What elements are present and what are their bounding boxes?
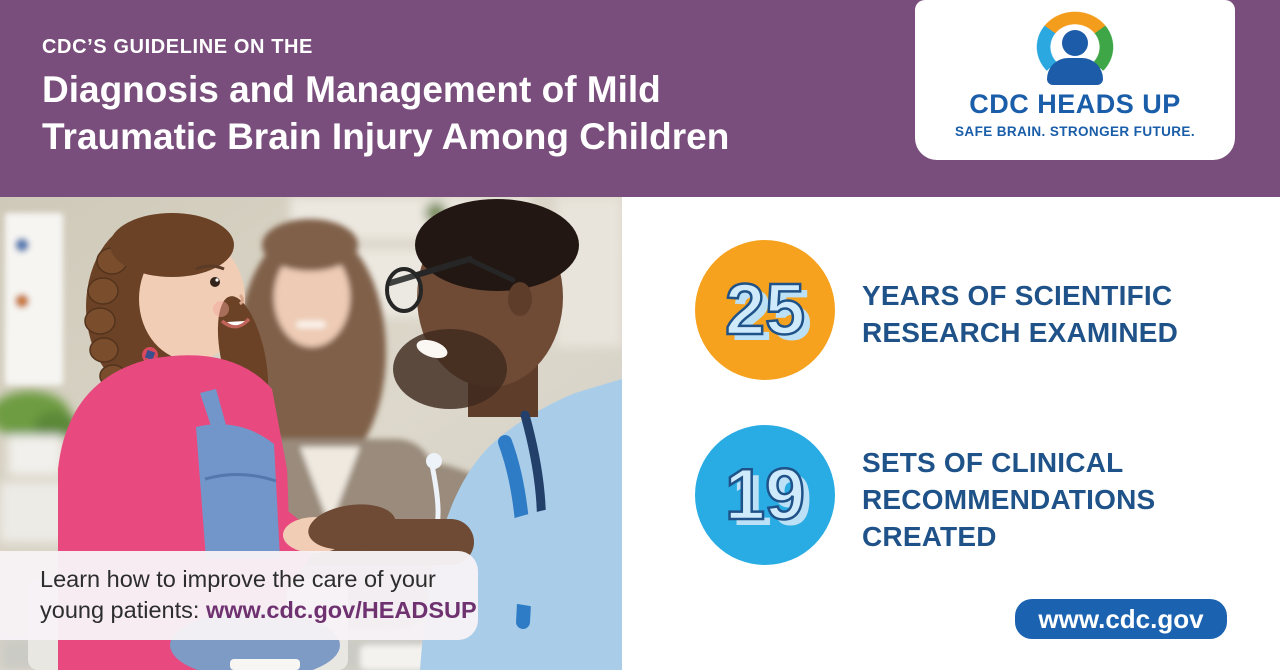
person-head-icon (1062, 30, 1088, 56)
wall-poster (5, 213, 63, 385)
headsup-url-link[interactable]: www.cdc.gov/HEADSUP (205, 597, 477, 623)
stat-circle-recommendations: 19 (695, 425, 835, 565)
stat-label-recommendations: SETS OF CLINICAL RECOMMENDATIONS CREATED (862, 447, 1156, 552)
photo-caption: Learn how to improve the care of your yo… (0, 551, 478, 640)
stat-value-research: 25 (724, 269, 807, 352)
heads-up-brand: CDC HEADS UP (969, 89, 1181, 119)
stat-value-recommendations: 19 (724, 454, 807, 537)
cdc-gov-button[interactable]: www.cdc.gov (1015, 599, 1227, 639)
stats-panel: 25 YEARS OF SCIENTIFIC RESEARCH EXAMINED… (622, 197, 1280, 670)
banner-title: Diagnosis and Management of Mild Traumat… (42, 66, 729, 160)
heads-up-logo-card: CDC HEADS UP SAFE BRAIN. STRONGER FUTURE… (915, 0, 1235, 160)
banner-kicker: CDC’S GUIDELINE ON THE (42, 36, 313, 58)
person-in-arc-icon (1036, 11, 1114, 85)
clinic-photo: Learn how to improve the care of your yo… (0, 197, 622, 670)
caption-line1: Learn how to improve the care of your (40, 566, 436, 592)
stat-label-research: YEARS OF SCIENTIFIC RESEARCH EXAMINED (862, 280, 1179, 348)
person-shoulders-icon (1047, 58, 1103, 85)
banner-title-line2: Traumatic Brain Injury Among Children (42, 116, 730, 157)
caption-line2: young patients: www.cdc.gov/HEADSUP (40, 595, 478, 626)
stat-circle-research: 25 (695, 240, 835, 380)
banner-title-line1: Diagnosis and Management of Mild (42, 69, 661, 110)
caption-line2-prefix: young patients: (40, 597, 206, 623)
heads-up-tagline: SAFE BRAIN. STRONGER FUTURE. (955, 124, 1195, 139)
